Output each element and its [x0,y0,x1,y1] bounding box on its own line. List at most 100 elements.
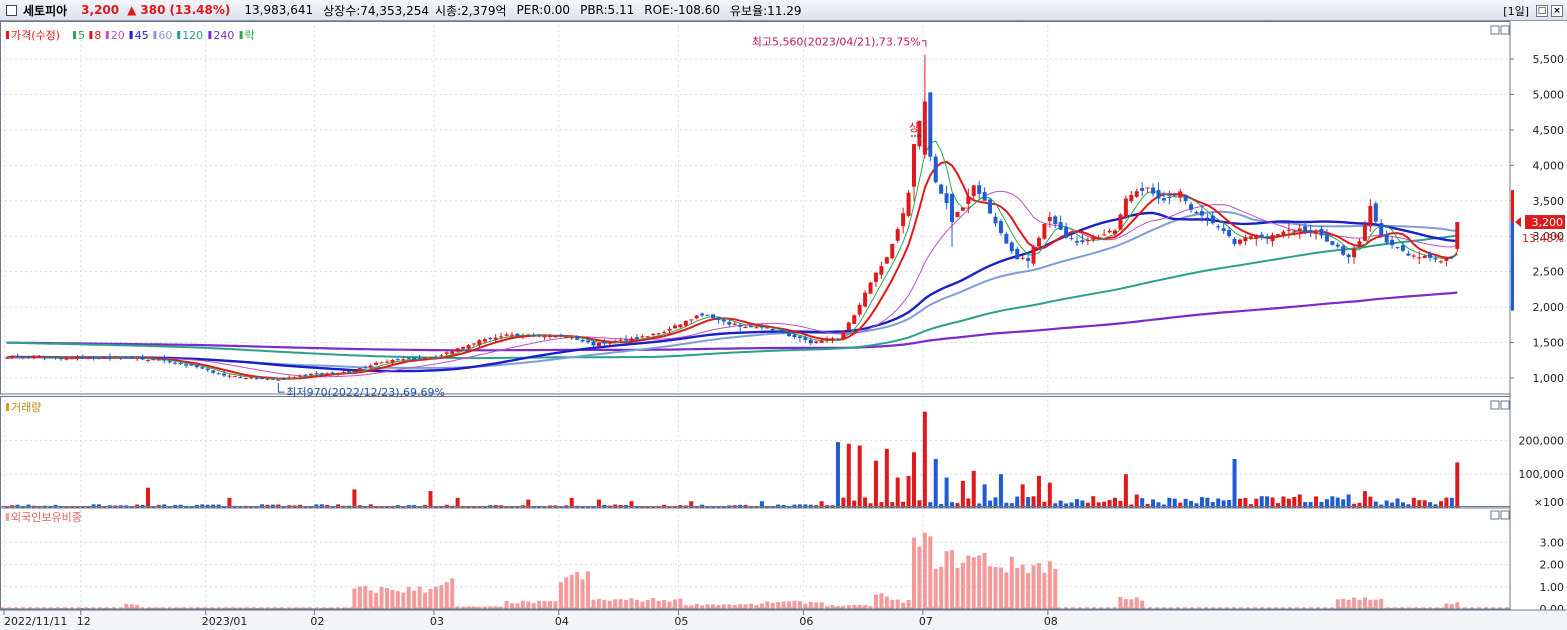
foreign-bar [912,537,916,609]
candle-body [906,192,911,216]
foreign-bar [689,605,694,609]
volume-bar [1357,502,1362,508]
candle-body [205,368,210,370]
candle-body [1422,255,1427,258]
volume-bar [765,506,770,508]
ma45-line [6,211,1458,373]
foreign-bar [102,607,107,609]
candle-body [960,207,965,211]
candle-body [31,356,36,358]
panel-close-icon[interactable] [1500,400,1510,410]
candle-body [667,328,672,331]
volume-bar [1395,498,1400,508]
volume-bar [433,506,438,508]
volume-bar [819,501,824,508]
candle-body [749,325,754,328]
price-tick-label: 3,000 [1533,230,1565,243]
volume-bar [504,506,509,508]
select-checkbox[interactable] [6,4,17,16]
foreign-bar [797,601,802,609]
foreign-bar [629,598,634,609]
volume-bar [640,506,645,508]
candle-body [1352,248,1357,258]
candle-body [678,324,683,328]
price-tick-label: 5,500 [1533,53,1565,66]
candle-body [781,331,786,334]
foreign-bar [982,552,987,609]
candle-body [1379,223,1384,236]
stock-chart[interactable]: 5,500 5,000 4,500 4,000 3,500 3,000 2,500 2,000… [0,21,1567,630]
foreign-bar [1346,599,1351,609]
candle-body [912,144,916,187]
foreign-bar [645,599,650,609]
foreign-bar [401,592,406,609]
foreign-bar [596,599,601,609]
volume-bar [1422,500,1427,508]
panel-close-icon[interactable] [1500,510,1510,520]
candle-body [825,339,830,341]
foreign-bar [1341,598,1346,609]
candle-body [569,337,574,339]
legend-label-4: 45 [135,29,149,42]
period-selector[interactable]: [1일] [1503,5,1529,18]
candle-body [428,357,433,359]
volume-bar [1324,499,1329,508]
legend-swatch [153,31,157,39]
candle-body [1134,191,1139,197]
close-icon[interactable]: × [1551,5,1563,17]
date-tick-label: 07 [919,615,933,628]
up-arrow-icon: ▲ [127,3,137,17]
panel-restore-icon[interactable] [1490,25,1500,35]
candle-body [276,379,281,381]
candle-body [504,334,509,336]
candle-body [471,343,476,345]
foreign-bar [1433,607,1438,609]
volume-bar [1265,496,1270,508]
candle-body [515,333,520,336]
candle-body [1064,227,1069,238]
volume-bar [352,489,357,508]
foreign-bar [1455,602,1460,609]
candle-body [1031,247,1036,264]
candle-body [857,304,862,315]
foreign-bar [80,607,85,609]
foreign-bar [770,602,775,609]
foreign-bar [863,605,868,609]
price-tick-label: 1,000 [1533,372,1565,385]
volume-bar [1308,501,1313,508]
candle-body [357,368,362,371]
window-controls: [1일] □ × [1503,3,1563,19]
candle-body [846,322,851,330]
volume-bar [895,477,900,508]
maximize-icon[interactable]: □ [1536,5,1548,17]
foreign-bar [1362,597,1367,609]
candle-body [1178,191,1183,198]
panel-restore-icon[interactable] [1490,400,1500,410]
foreign-bar [759,603,764,609]
candle-body [977,185,982,194]
volume-bar [303,506,308,508]
volume-bar [645,506,650,508]
foreign-bar [509,603,514,609]
candle-body [423,357,428,360]
panel-restore-icon[interactable] [1490,510,1500,520]
foreign-bar [515,603,520,609]
candle-body [1411,255,1416,257]
volume-bar [1259,496,1264,508]
candle-body [884,257,889,264]
candle-body [558,334,563,337]
foreign-bar [651,598,656,609]
candle-body [548,335,552,337]
high-annotation: 최고5,560(2023/04/21),73.75% [752,36,921,49]
volume-bar [1438,501,1443,508]
candle-body [787,333,792,336]
foreign-bar [743,604,748,609]
foreign-tick-label: 1.00 [1540,581,1565,594]
candle-body [346,371,351,373]
foreign-bar [705,604,710,609]
foreign-bar [390,590,395,609]
volume-bar [841,497,846,508]
candle-body [1433,258,1438,260]
candle-body [80,357,85,359]
panel-close-icon[interactable] [1500,25,1510,35]
